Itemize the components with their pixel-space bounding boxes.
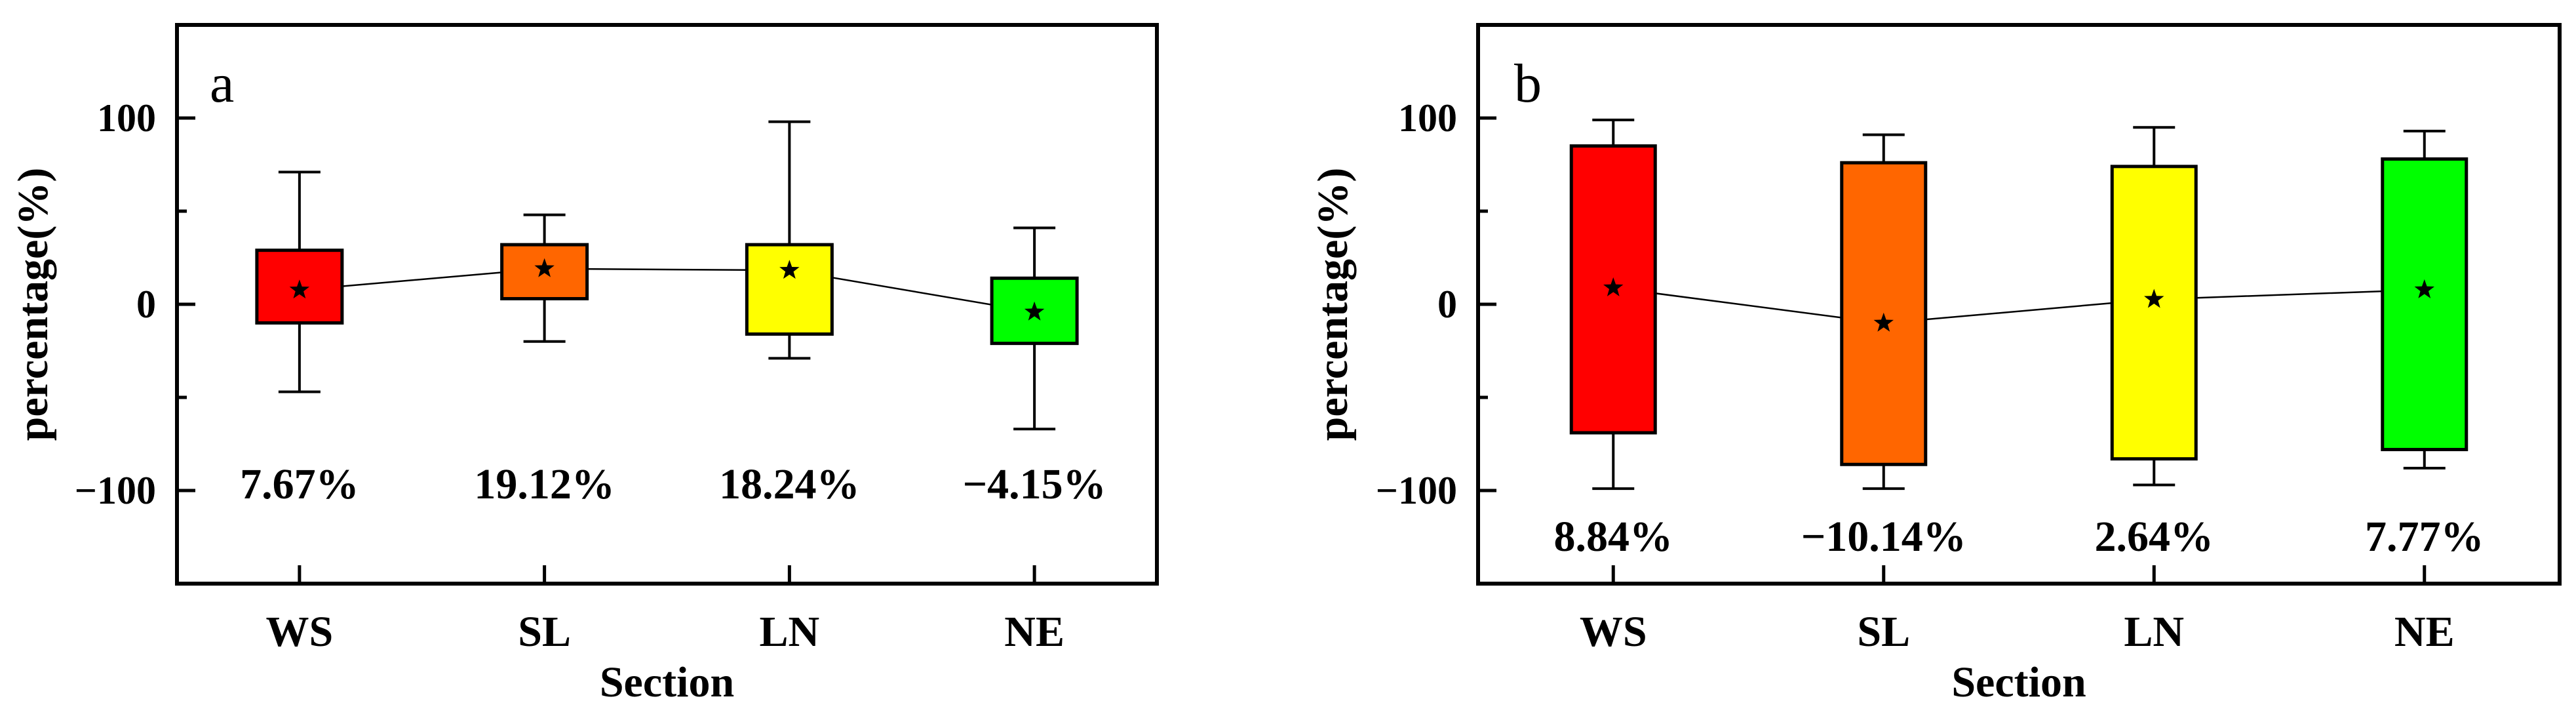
box-body [745,243,834,336]
box-body [2110,165,2198,461]
mean-star-marker [1603,277,1624,296]
x-tick-label: WS [266,608,334,656]
y-axis-title: percentage(%) [9,168,57,441]
y-tick-label: −100 [75,469,156,512]
x-tick-label: LN [760,608,820,656]
mean-star-marker [289,279,310,299]
panel-b: −100 0 100 8.84% WS −10.14% SL 2.64% LN 7.77% NE Se… [1309,23,2562,706]
panel-a: −100 0 100 7.67% WS 19.12% SL 18.24% LN −4.15% NE S… [9,23,1159,706]
mean-value-label: 18.24% [719,460,860,508]
box-ws: 8.84% [1554,118,1673,561]
y-tick-label: 0 [136,283,156,326]
x-tick-label: NE [2394,608,2455,656]
box-ws: 7.67% [240,170,359,508]
y-axis-title: percentage(%) [1309,168,1357,441]
mean-value-label: 2.64% [2095,513,2214,561]
mean-value-label: 8.84% [1554,513,1673,561]
x-tick-label: SL [518,608,571,656]
box-ln: 18.24% [719,120,860,508]
x-tick-label: NE [1004,608,1064,656]
box-ne: 7.77% [2365,129,2484,561]
mean-line [1613,287,2425,325]
mean-star-marker [1873,312,1894,332]
box-ln: 2.64% [2095,126,2214,561]
mean-star-marker [779,260,800,279]
y-tick-label: 100 [1398,96,1457,140]
mean-star-marker [534,258,555,277]
y-tick-label: 100 [97,96,156,140]
y-tick-label: 0 [1437,283,1457,326]
panel-label: a [210,53,234,114]
x-axis-title: Section [1951,658,2086,706]
mean-value-label: −4.15% [963,460,1106,508]
mean-value-label: −10.14% [1801,513,1966,561]
x-tick-label: LN [2124,608,2184,656]
y-tick-label: −100 [1376,469,1457,512]
x-tick-label: WS [1580,608,1647,656]
box-body [2381,157,2469,452]
box-sl: −10.14% [1801,133,1966,561]
box-body [1840,161,1928,466]
mean-value-label: 7.77% [2365,513,2484,561]
mean-line [299,268,1035,313]
x-axis-title: Section [600,658,734,706]
box-ne: −4.15% [963,226,1106,508]
mean-star-marker [1024,301,1045,321]
mean-value-label: 19.12% [474,460,615,508]
mean-star-marker [2414,279,2434,298]
x-tick-label: SL [1857,608,1910,656]
mean-value-label: 7.67% [240,460,359,508]
mean-star-marker [2144,289,2164,308]
box-sl: 19.12% [474,213,615,508]
panel-label: b [1514,53,1542,114]
